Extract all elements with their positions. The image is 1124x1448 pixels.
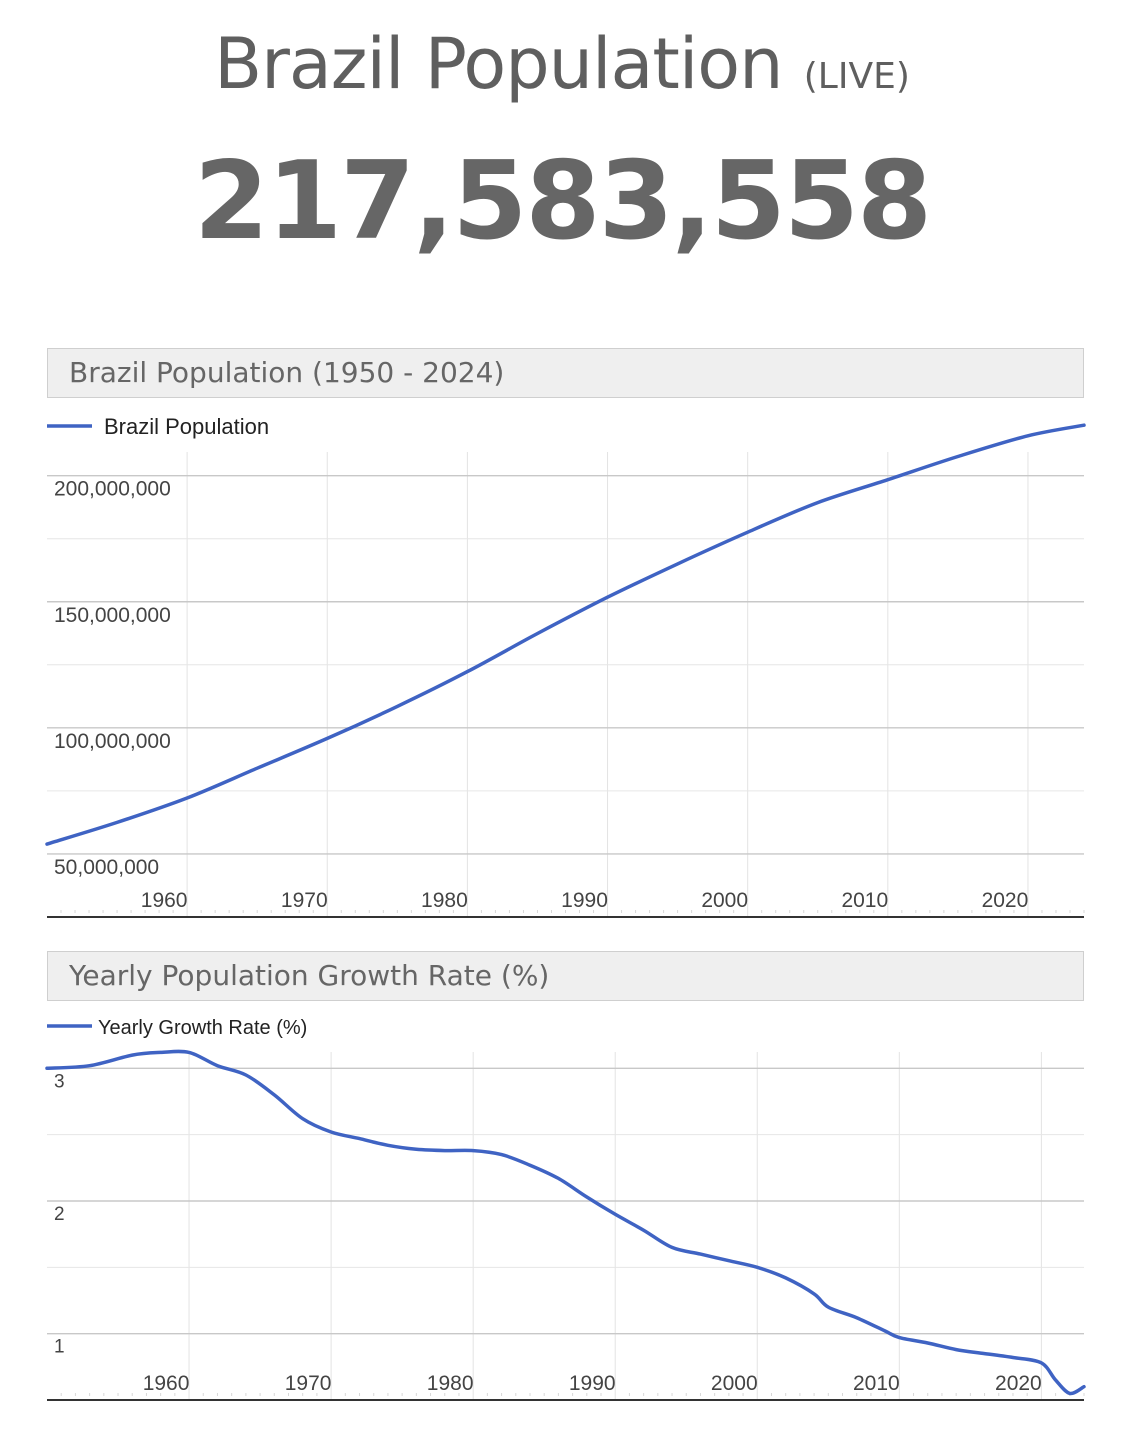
growth-rate-chart-header: Yearly Population Growth Rate (%): [47, 951, 1084, 1001]
x-tick-label: 1990: [561, 889, 608, 912]
x-tick-label: 1960: [143, 1372, 190, 1395]
x-tick-label: 1980: [421, 889, 468, 912]
growth-rate-chart: 1 2 3 1960 1970 1980 1990 2000 2010 2020 Yearly Gr…: [45, 1017, 1086, 1401]
y-tick-label: 3: [54, 1071, 65, 1092]
page-title: Brazil Population (LIVE): [0, 22, 1124, 106]
x-tick-label: 1970: [285, 1372, 332, 1395]
legend-label: Brazil Population: [104, 414, 269, 439]
series-line: [45, 1049, 1086, 1396]
live-population-counter: 217,583,558: [193, 139, 932, 264]
y-tick-label: 1: [54, 1337, 65, 1358]
x-tick-label: 2010: [853, 1372, 900, 1395]
x-tick-label: 2000: [711, 1372, 758, 1395]
x-tick-label: 1980: [427, 1372, 474, 1395]
x-tick-label: 1970: [281, 889, 328, 912]
x-tick-label: 2020: [982, 889, 1029, 912]
y-tick-label: 150,000,000: [54, 604, 171, 627]
x-tick-label: 2010: [841, 889, 888, 912]
y-tick-label: 100,000,000: [54, 730, 171, 753]
x-tick-label: 1960: [141, 889, 188, 912]
series-line: [45, 423, 1086, 846]
population-chart-header: Brazil Population (1950 - 2024): [47, 348, 1084, 398]
live-tag: (LIVE): [803, 56, 910, 97]
y-tick-label: 2: [54, 1204, 65, 1225]
x-tick-label: 2020: [995, 1372, 1042, 1395]
population-chart: 50,000,000 100,000,000 150,000,000 200,000,…: [45, 414, 1086, 918]
y-tick-label: 200,000,000: [54, 478, 171, 501]
page-title-text: Brazil Population: [214, 23, 783, 105]
y-tick-label: 50,000,000: [54, 856, 159, 879]
x-tick-label: 2000: [701, 889, 748, 912]
legend-label: Yearly Growth Rate (%): [98, 1017, 307, 1039]
x-tick-label: 1990: [569, 1372, 616, 1395]
